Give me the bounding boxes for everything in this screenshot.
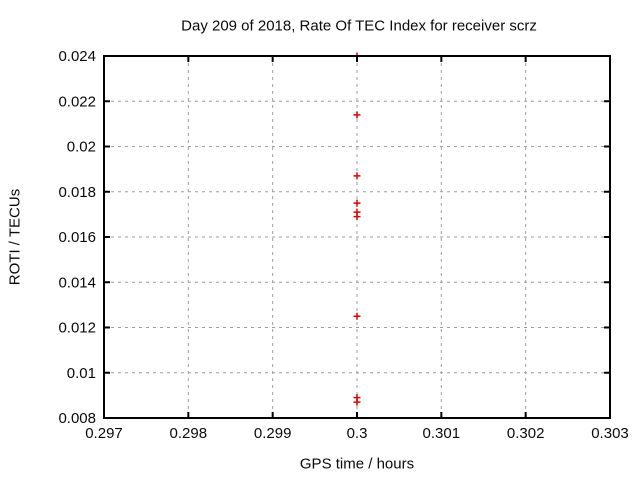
y-tick-label: 0.02 bbox=[67, 139, 96, 156]
y-axis-label: ROTI / TECUs bbox=[6, 188, 24, 286]
y-tick-label: 0.022 bbox=[58, 93, 96, 110]
y-tick-label: 0.012 bbox=[58, 320, 96, 337]
y-tick-label: 0.016 bbox=[58, 229, 96, 246]
data-point bbox=[353, 111, 361, 119]
data-point bbox=[353, 398, 361, 406]
data-point bbox=[353, 172, 361, 180]
y-tick-label: 0.008 bbox=[58, 410, 96, 427]
x-tick-label: 0.301 bbox=[423, 425, 461, 442]
x-tick-label: 0.299 bbox=[254, 425, 292, 442]
x-tick-label: 0.297 bbox=[85, 425, 123, 442]
y-tick-label: 0.01 bbox=[67, 365, 96, 382]
y-tick-label: 0.024 bbox=[58, 48, 96, 65]
data-point bbox=[353, 312, 361, 320]
y-tick-label: 0.018 bbox=[58, 184, 96, 201]
x-tick-label: 0.302 bbox=[507, 425, 545, 442]
x-axis-label: GPS time / hours bbox=[299, 455, 415, 473]
x-tick-label: 0.303 bbox=[591, 425, 629, 442]
x-tick-label: 0.298 bbox=[170, 425, 208, 442]
data-point bbox=[353, 199, 361, 207]
data-point bbox=[353, 213, 361, 221]
x-tick-label: 0.3 bbox=[347, 425, 368, 442]
y-tick-label: 0.014 bbox=[58, 274, 96, 291]
chart-title: Day 209 of 2018, Rate Of TEC Index for r… bbox=[181, 17, 537, 35]
